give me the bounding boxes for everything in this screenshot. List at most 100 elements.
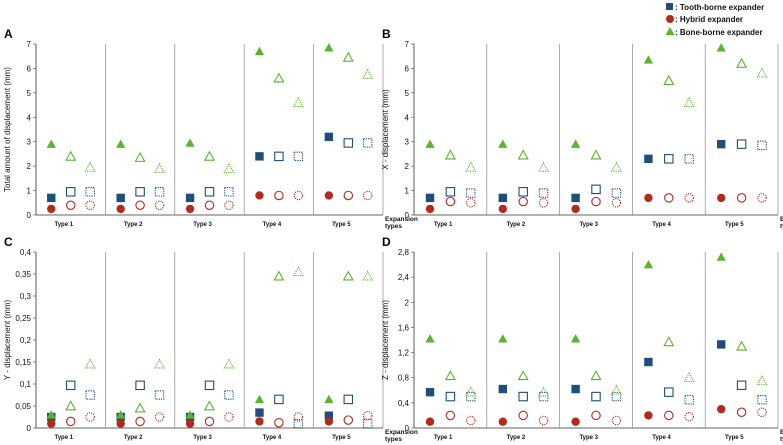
hybrid-open-marker [343, 415, 354, 425]
tooth-filled-marker [116, 193, 125, 203]
hybrid-dotted-marker [85, 412, 95, 422]
hybrid-dotted-marker [362, 190, 373, 201]
bone-dotted-marker [610, 384, 622, 395]
tooth-open-marker [445, 391, 456, 402]
tooth-dotted-marker [362, 418, 373, 429]
hybrid-open-marker [204, 416, 215, 427]
bone-open-marker [517, 370, 529, 381]
y-tick-label: 7 [405, 40, 410, 49]
hybrid-dotted-marker [85, 200, 95, 210]
tooth-open-marker [518, 391, 528, 402]
bone-filled-marker [254, 46, 265, 56]
bone-dotted-marker [153, 162, 166, 173]
hybrid-filled-marker [47, 419, 56, 428]
hybrid-dotted-marker [538, 198, 549, 208]
panel-letter: C [4, 235, 13, 249]
tooth-open-marker [204, 380, 215, 391]
tooth-open-marker [445, 187, 456, 197]
tooth-open-marker [518, 187, 528, 197]
category-label: Type 2 [507, 435, 526, 441]
y-tick-label: 0,8 [398, 374, 410, 383]
tooth-open-marker [274, 151, 284, 162]
category-label: Type 2 [507, 222, 526, 228]
y-tick-label: 1 [405, 187, 410, 196]
bone-filled-marker [324, 43, 334, 52]
hybrid-dotted-marker [362, 410, 373, 421]
bone-dotted-marker [756, 375, 768, 386]
hybrid-dotted-marker [224, 200, 234, 210]
y-tick-label: 5 [405, 89, 410, 98]
hybrid-open-marker [135, 416, 145, 427]
tooth-dotted-marker [466, 188, 476, 198]
y-tick-label: 2 [405, 298, 410, 307]
bone-open-marker [590, 149, 602, 160]
x-axis-label-line2: types [780, 436, 783, 443]
hybrid-open-marker [445, 410, 456, 421]
tooth-filled-marker [644, 154, 653, 164]
tooth-filled-marker [324, 132, 334, 142]
bone-dotted-marker [223, 162, 235, 173]
x-axis-label-line2: types [780, 223, 783, 230]
hybrid-dotted-marker [154, 412, 165, 422]
panel-letter: A [4, 27, 13, 41]
category-label: Type 4 [263, 222, 282, 228]
hybrid-open-marker [135, 200, 145, 210]
hybrid-dotted-marker [154, 200, 165, 210]
bone-open-marker [663, 74, 675, 85]
category-label: Type 3 [193, 222, 212, 228]
hybrid-filled-marker [571, 204, 580, 214]
hybrid-dotted-marker [757, 407, 767, 418]
hybrid-filled-marker [717, 404, 726, 414]
bone-open-marker [273, 72, 285, 83]
tooth-filled-marker [425, 193, 435, 203]
tooth-open-marker [343, 138, 354, 148]
tooth-open-marker [736, 139, 747, 149]
bone-dotted-marker [292, 96, 304, 107]
tooth-dotted-marker [538, 188, 549, 198]
bone-filled-marker [185, 410, 195, 419]
hybrid-open-marker [518, 196, 528, 207]
tooth-open-marker [204, 187, 215, 197]
category-label: Type 2 [124, 435, 143, 441]
bone-open-marker [444, 370, 456, 381]
bone-open-marker [65, 150, 77, 161]
tooth-open-marker [664, 387, 674, 397]
hybrid-open-marker [274, 417, 284, 428]
tooth-filled-marker [324, 411, 334, 420]
hybrid-dotted-marker [611, 415, 622, 426]
hybrid-dotted-marker [466, 415, 476, 426]
tooth-dotted-marker [757, 394, 767, 405]
y-tick-label: 2,4 [398, 273, 410, 282]
y-tick-label: 2 [405, 162, 410, 171]
y-tick-label: 3 [27, 138, 32, 147]
y-tick-label: 0,3 [20, 292, 32, 301]
tooth-open-marker [591, 391, 601, 402]
bone-filled-marker [570, 139, 581, 148]
y-tick-label: 5 [27, 89, 32, 98]
tooth-dotted-marker [224, 187, 234, 197]
hybrid-open-marker [445, 196, 456, 207]
tooth-dotted-marker [85, 187, 95, 197]
y-tick-label: 0,35 [15, 270, 31, 279]
legend-tooth-label: : Tooth-borne expander [675, 3, 764, 12]
tooth-open-marker [135, 187, 145, 197]
y-tick-label: 2,8 [398, 248, 410, 257]
y-axis-label: Y - displacement (mm) [3, 300, 12, 381]
bone-dotted-marker [362, 270, 374, 281]
bone-open-marker [203, 150, 216, 161]
hybrid-dotted-marker [611, 198, 622, 208]
bone-dotted-marker [683, 371, 695, 383]
hybrid-dotted-marker [538, 415, 549, 426]
bone-filled-marker [254, 394, 265, 404]
hybrid-filled-marker [717, 193, 726, 203]
bone-dotted-marker [756, 67, 768, 78]
hybrid-open-marker [591, 410, 601, 421]
tooth-open-marker [135, 380, 145, 391]
bone-dotted-marker [610, 161, 622, 172]
hybrid-filled-marker [425, 417, 435, 426]
y-tick-label: 3 [405, 138, 410, 147]
x-axis-label-line2: types [385, 436, 402, 443]
tooth-dotted-marker [538, 391, 549, 402]
tooth-filled-marker [644, 357, 653, 367]
